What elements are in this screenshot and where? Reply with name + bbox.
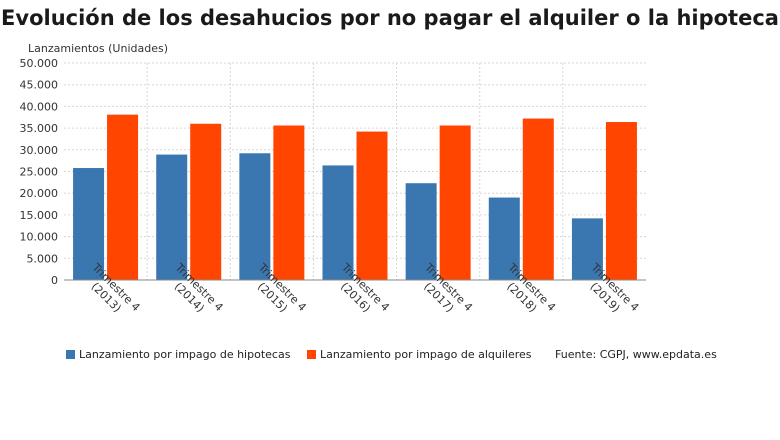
y-tick-label: 10.000 bbox=[20, 231, 59, 244]
bar-alquileres bbox=[190, 123, 222, 280]
y-tick-label: 40.000 bbox=[20, 100, 59, 113]
chart-title: Evolución de los desahucios por no pagar… bbox=[1, 6, 779, 30]
bar-alquileres bbox=[522, 118, 554, 280]
y-tick-label: 45.000 bbox=[20, 79, 59, 92]
y-tick-label: 0 bbox=[51, 274, 58, 287]
y-tick-label: 25.000 bbox=[20, 166, 59, 179]
source-note: Fuente: CGPJ, www.epdata.es bbox=[555, 348, 717, 361]
y-axis-title: Lanzamientos (Unidades) bbox=[28, 42, 168, 55]
legend-label: Lanzamiento por impago de hipotecas bbox=[79, 348, 291, 361]
y-tick-label: 15.000 bbox=[20, 209, 59, 222]
bar-alquileres bbox=[439, 125, 471, 280]
y-tick-label: 20.000 bbox=[20, 187, 59, 200]
y-tick-label: 30.000 bbox=[20, 144, 59, 157]
bar-alquileres bbox=[605, 122, 637, 280]
bar-hipotecas bbox=[571, 218, 603, 280]
legend-swatch bbox=[66, 350, 75, 359]
bar-hipotecas bbox=[239, 153, 271, 280]
bar-alquileres bbox=[273, 125, 305, 280]
y-tick-label: 50.000 bbox=[20, 57, 59, 70]
bar-hipotecas bbox=[405, 183, 437, 280]
y-axis-ticks: 0 5.000 10.000 15.000 20.000 25.000 30.000 35.0… bbox=[20, 57, 59, 287]
legend-swatch bbox=[307, 350, 316, 359]
grid-lines bbox=[64, 62, 646, 281]
bar-hipotecas bbox=[322, 165, 354, 280]
y-tick-label: 5.000 bbox=[27, 252, 59, 265]
bar-hipotecas bbox=[488, 197, 520, 280]
bar-hipotecas bbox=[73, 168, 105, 280]
bar-alquileres bbox=[107, 114, 139, 280]
legend: Lanzamiento por impago de hipotecas Lanza… bbox=[66, 348, 532, 361]
bar-alquileres bbox=[356, 131, 388, 280]
bar-hipotecas bbox=[156, 154, 188, 280]
y-tick-label: 35.000 bbox=[20, 122, 59, 135]
bars bbox=[73, 114, 637, 280]
legend-label: Lanzamiento por impago de alquileres bbox=[320, 348, 532, 361]
